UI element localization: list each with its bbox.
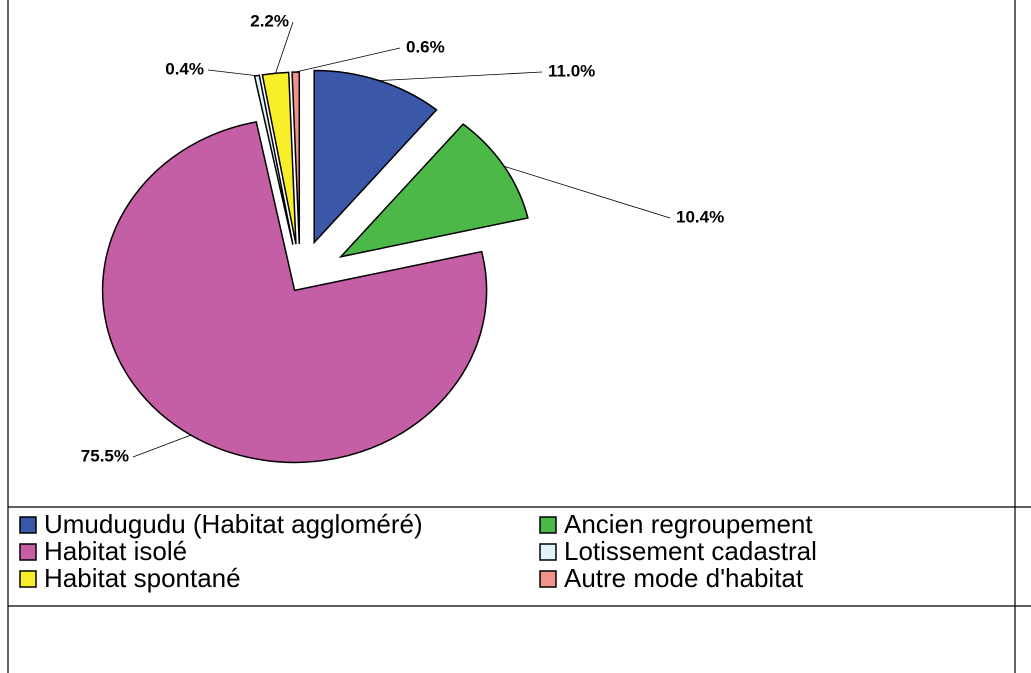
pie-slice [101, 121, 488, 464]
leader-line [295, 47, 401, 73]
pie-slice [338, 123, 529, 258]
leader-line [132, 434, 191, 458]
leader-line [207, 69, 257, 77]
leader-line [275, 21, 294, 74]
legend-label: Ancien regroupement [564, 509, 813, 539]
legend-swatch [539, 543, 557, 561]
frame [7, 0, 1031, 673]
data-label: 11.0% [548, 61, 595, 80]
legend-label: Habitat spontané [44, 563, 241, 593]
pie-slice [291, 71, 301, 245]
legend-swatch [19, 543, 37, 561]
data-label: 2.2% [250, 11, 289, 30]
leader-line [503, 165, 671, 219]
legend-swatch [539, 570, 557, 588]
legend-label: Umudugudu (Habitat aggloméré) [44, 509, 423, 539]
legend-label: Lotissement cadastral [564, 536, 817, 566]
legend-swatch [539, 516, 557, 534]
leader-line [379, 71, 543, 82]
legend-label: Autre mode d'habitat [564, 563, 804, 593]
data-label: 10.4% [676, 207, 724, 226]
legend-swatch [19, 516, 37, 534]
data-label: 0.4% [165, 59, 204, 78]
legend-label: Habitat isolé [44, 536, 187, 566]
data-label: 75.5% [81, 446, 129, 465]
legend-swatch [19, 570, 37, 588]
data-label: 0.6% [406, 37, 445, 56]
